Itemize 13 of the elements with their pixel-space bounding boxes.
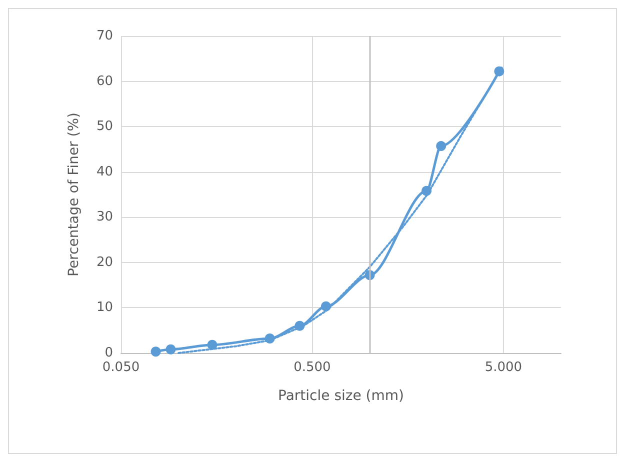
y-tick-label: 50: [96, 119, 113, 134]
x-axis-title: Particle size (mm): [278, 388, 404, 404]
y-tick-label: 70: [96, 28, 113, 44]
y-axis-title: Percentage of Finer (%): [66, 112, 82, 276]
y-tick-label: 30: [96, 210, 113, 225]
x-tick-label: 0.500: [294, 360, 331, 375]
x-tick-label: 0.050: [102, 360, 140, 375]
y-tick-label: 0: [104, 346, 113, 360]
y-tick-label: 20: [96, 254, 113, 270]
y-tick-label: 60: [96, 74, 113, 89]
x-tick-label: 5.000: [484, 360, 522, 375]
y-tick-label: 40: [96, 164, 113, 180]
y-tick-label: 10: [96, 300, 113, 316]
